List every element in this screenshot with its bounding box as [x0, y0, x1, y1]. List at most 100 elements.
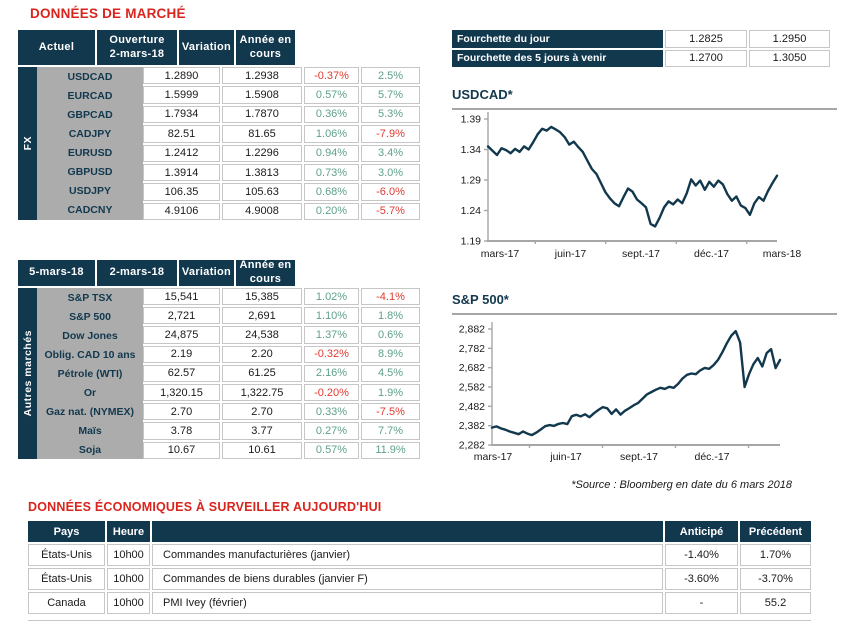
markets-header-ytd: Année en cours [236, 259, 295, 286]
fx-actual-value: 106.35 [143, 183, 220, 201]
range-high-value: 1.3050 [749, 49, 830, 67]
markets-value-1: 2,721 [143, 307, 220, 325]
econ-previous-value: -3.70% [740, 568, 811, 590]
svg-text:2,782: 2,782 [459, 343, 485, 355]
markets-value-2: 61.25 [222, 364, 302, 382]
market-data-title: DONNÉES DE MARCHÉ [30, 6, 186, 21]
markets-value-1: 62.57 [143, 364, 220, 382]
fx-header-ytd: Année en cours [236, 30, 295, 65]
markets-row-label: S&P 500 [69, 310, 111, 323]
econ-header-expected: Anticipé [665, 521, 738, 542]
fx-variation-value: 0.73% [304, 163, 359, 182]
svg-text:2,382: 2,382 [459, 420, 485, 432]
markets-value-2: 24,538 [222, 326, 302, 344]
markets-value-2: 3.77 [222, 422, 302, 440]
markets-row-label: Or [83, 386, 97, 399]
markets-value-2: 2.70 [222, 403, 302, 421]
econ-header-country: Pays [28, 521, 105, 542]
fx-variation-value: 0.36% [304, 105, 359, 124]
markets-variation-value: 2.16% [304, 364, 359, 382]
markets-variation-value: 1.02% [304, 288, 359, 306]
fx-group-label: FX [18, 67, 37, 220]
fx-row-label: USDJPY [68, 185, 111, 198]
range-label: Fourchette des 5 jours à venir [452, 49, 663, 67]
markets-ytd-value: 1.9% [361, 383, 420, 402]
fx-ytd-value: -6.0% [361, 183, 420, 201]
markets-variation-value: 0.27% [304, 422, 359, 440]
fx-open-value: 1.3813 [222, 163, 302, 182]
econ-time: 10h00 [107, 592, 150, 614]
svg-text:mars-17: mars-17 [481, 248, 520, 260]
markets-variation-value: -0.20% [304, 383, 359, 402]
markets-variation-value: 0.57% [304, 441, 359, 459]
fx-actual-value: 1.2890 [143, 67, 220, 85]
markets-ytd-value: 11.9% [361, 441, 420, 459]
markets-value-1: 1,320.15 [143, 383, 220, 402]
markets-value-2: 1,322.75 [222, 383, 302, 402]
fx-open-value: 105.63 [222, 183, 302, 201]
markets-ytd-value: 0.6% [361, 326, 420, 344]
fx-row-label: GBPUSD [67, 166, 113, 179]
econ-country: Canada [28, 592, 105, 614]
fx-row-label: EURUSD [67, 147, 113, 160]
fx-row-labels: USDCAD EURCAD GBPCAD CADJPY EURUSD GBPUS… [37, 67, 143, 220]
source-note: *Source : Bloomberg en date du 6 mars 20… [571, 479, 792, 491]
fx-ytd-value: 5.7% [361, 86, 420, 104]
svg-text:juin-17: juin-17 [549, 451, 582, 463]
markets-row-label: S&P TSX [67, 291, 113, 304]
svg-text:2,282: 2,282 [459, 440, 485, 452]
fx-variation-value: -0.37% [304, 67, 359, 85]
fx-table-header: Actuel Ouverture 2-mars-18 Variation Anné… [18, 30, 295, 65]
markets-table-body: 15,541 15,385 1.02% -4.1% 2,721 2,691 1.… [143, 288, 420, 459]
econ-table: Pays Heure Anticipé Précédent États-Unis… [28, 521, 811, 614]
svg-text:déc.-17: déc.-17 [694, 451, 729, 463]
econ-title: DONNÉES ÉCONOMIQUES À SURVEILLER AUJOURD… [28, 500, 382, 514]
fx-open-value: 1.2938 [222, 67, 302, 85]
fx-variation-value: 0.68% [304, 183, 359, 201]
econ-country: États-Unis [28, 544, 105, 566]
fx-open-value: 81.65 [222, 125, 302, 143]
markets-value-2: 2,691 [222, 307, 302, 325]
fx-row-label: CADJPY [68, 127, 112, 140]
econ-previous-value: 1.70% [740, 544, 811, 566]
fx-header-variation: Variation [179, 30, 234, 65]
table-bottom-rule [28, 620, 811, 621]
svg-text:1.24: 1.24 [461, 205, 482, 217]
svg-text:2,682: 2,682 [459, 362, 485, 374]
markets-ytd-value: 1.8% [361, 307, 420, 325]
range-label: Fourchette du jour [452, 30, 663, 48]
econ-previous-value: 55.2 [740, 592, 811, 614]
markets-row-label: Gaz nat. (NYMEX) [45, 405, 135, 418]
chart-title-rule [452, 313, 837, 315]
econ-time: 10h00 [107, 544, 150, 566]
fx-ytd-value: 3.4% [361, 144, 420, 162]
svg-text:mars-17: mars-17 [474, 451, 513, 463]
econ-expected-value: -1.40% [665, 544, 738, 566]
fx-ytd-value: -5.7% [361, 202, 420, 221]
fx-row-label: CADCNY [67, 204, 113, 217]
markets-variation-value: 0.33% [304, 403, 359, 421]
fx-ytd-value: 3.0% [361, 163, 420, 182]
markets-ytd-value: 7.7% [361, 422, 420, 440]
econ-expected-value: - [665, 592, 738, 614]
fx-open-value: 1.5908 [222, 86, 302, 104]
svg-text:2,582: 2,582 [459, 382, 485, 394]
markets-table-header: 5-mars-18 2-mars-18 Variation Année en co… [18, 259, 295, 286]
markets-header-date2: 2-mars-18 [97, 260, 177, 286]
markets-value-2: 2.20 [222, 345, 302, 363]
econ-description: Commandes de biens durables (janvier F) [152, 568, 663, 590]
econ-header-description [152, 521, 663, 542]
markets-ytd-value: -4.1% [361, 288, 420, 306]
markets-row-label: Maïs [78, 424, 102, 437]
markets-row-label: Soja [78, 443, 102, 456]
spx-chart-block: S&P 500* 2,882 2,782 2,682 2,582 2,482 2,382 2… [452, 292, 837, 468]
markets-value-1: 2.19 [143, 345, 220, 363]
markets-ytd-value: 4.5% [361, 364, 420, 382]
markets-value-1: 10.67 [143, 441, 220, 459]
fx-ytd-value: 5.3% [361, 105, 420, 124]
markets-ytd-value: 8.9% [361, 345, 420, 363]
markets-ytd-value: -7.5% [361, 403, 420, 421]
fx-row-label: EURCAD [67, 89, 113, 102]
markets-row-label: Oblig. CAD 10 ans [44, 348, 136, 361]
